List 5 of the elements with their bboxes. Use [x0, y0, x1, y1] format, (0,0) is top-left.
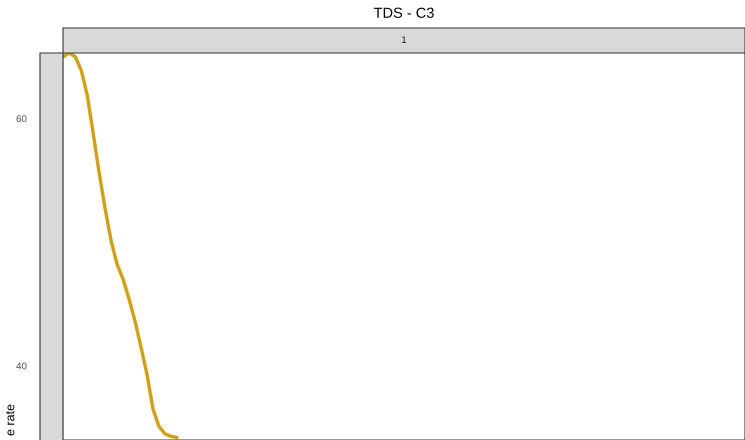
y-tick-label: 40	[16, 362, 27, 370]
chart-title: TDS - C3	[374, 8, 434, 18]
y-tick-label: 60	[16, 115, 27, 122]
y-axis-title: e rate	[6, 404, 14, 436]
chart-subtitle: 1	[402, 36, 406, 44]
